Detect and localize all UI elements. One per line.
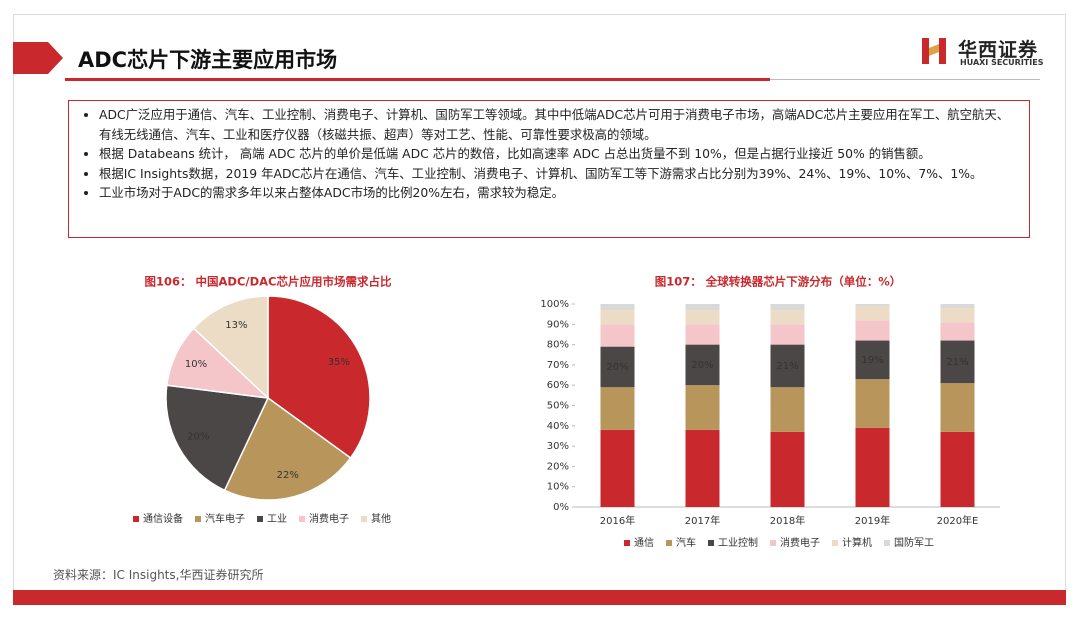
bar-segment xyxy=(940,322,975,341)
data-label: 21% xyxy=(776,361,798,372)
bar-segment xyxy=(770,344,805,388)
logo-mark xyxy=(922,38,946,64)
y-tick-label: 100% xyxy=(540,299,569,310)
slide-title: ADC芯片下游主要应用市场 xyxy=(78,48,338,72)
y-tick-label: 80% xyxy=(547,340,569,351)
bullet: ADC广泛应用于通信、汽车、工业控制、消费电子、计算机、国防军工等领域。其中中低… xyxy=(99,105,1017,144)
legend-label: 汽车电子 xyxy=(205,512,245,525)
legend-swatch xyxy=(195,516,201,522)
chart-title: 图106： 中国ADC/DAC芯片应用市场需求占比 xyxy=(145,275,392,289)
bar-segment xyxy=(685,429,720,507)
legend-swatch xyxy=(832,540,838,546)
y-tick-label: 60% xyxy=(547,380,569,391)
y-tick-label: 20% xyxy=(547,461,569,472)
footer-bar xyxy=(13,590,1066,605)
y-tick-label: 0% xyxy=(553,502,569,513)
data-label: 20% xyxy=(187,431,209,442)
legend-label: 消费电子 xyxy=(780,536,820,549)
pie-slice xyxy=(192,295,269,400)
bar-segment xyxy=(770,304,805,311)
data-label: 13% xyxy=(225,320,247,331)
bar-segment xyxy=(855,340,890,380)
legend-swatch xyxy=(361,516,367,522)
bullet: 根据 Databeans 统计， 高端 ADC 芯片的单价是低端 ADC 芯片的… xyxy=(99,144,1017,164)
legend-label: 通信 xyxy=(634,537,654,549)
legend-label: 通信设备 xyxy=(143,512,183,525)
bar-segment xyxy=(685,304,720,311)
source: 资料来源：IC Insights,华西证券研究所 xyxy=(53,568,264,582)
y-tick-label: 70% xyxy=(547,360,569,371)
bar-segment xyxy=(855,304,890,307)
chart-title: 图107： 全球转换器芯片下游分布（单位：%） xyxy=(655,275,902,289)
bar-segment xyxy=(770,387,805,432)
bar-segment xyxy=(940,304,975,309)
bar-segment xyxy=(940,340,975,384)
x-tick-label: 2016年 xyxy=(600,514,635,527)
bar-segment xyxy=(855,379,890,428)
bar-segment xyxy=(940,431,975,507)
x-tick-label: 2019年 xyxy=(855,514,890,527)
bullet: 工业市场对于ADC的需求多年以来占整体ADC市场的比例20%左右，需求较为稳定。 xyxy=(99,183,1017,203)
logo-text: 华西证券 xyxy=(958,39,1039,61)
bar-segment xyxy=(855,427,890,507)
bullet-box: ADC广泛应用于通信、汽车、工业控制、消费电子、计算机、国防军工等领域。其中中低… xyxy=(68,100,1030,238)
title-rule xyxy=(65,78,770,81)
bar-segment xyxy=(685,310,720,325)
legend-swatch xyxy=(133,516,139,522)
pie-slice xyxy=(267,295,371,460)
bar-segment xyxy=(600,429,635,507)
bar-segment xyxy=(685,324,720,345)
data-label: 19% xyxy=(861,355,883,366)
data-label: 10% xyxy=(185,359,207,370)
bar-segment xyxy=(770,324,805,345)
legend-label: 其他 xyxy=(371,512,391,525)
data-label: 20% xyxy=(691,360,713,371)
legend-label: 工业控制 xyxy=(718,536,758,549)
bar-segment xyxy=(940,308,975,323)
data-label: 35% xyxy=(328,357,350,368)
legend-swatch xyxy=(708,540,714,546)
bar-segment xyxy=(770,431,805,507)
legend-swatch xyxy=(770,540,776,546)
bar-segment xyxy=(770,310,805,325)
y-tick-label: 10% xyxy=(547,482,569,493)
x-tick-label: 2017年 xyxy=(685,514,720,527)
bullet-list: ADC广泛应用于通信、汽车、工业控制、消费电子、计算机、国防军工等领域。其中中低… xyxy=(81,105,1017,203)
data-label: 20% xyxy=(606,362,628,373)
y-tick-label: 50% xyxy=(547,401,569,412)
bullet: 根据IC Insights数据，2019 年ADC芯片在通信、汽车、工业控制、消… xyxy=(99,164,1017,184)
bar-segment xyxy=(855,306,890,321)
bar-segment xyxy=(600,387,635,430)
legend-swatch xyxy=(666,540,672,546)
legend-swatch xyxy=(257,516,263,522)
legend-swatch xyxy=(299,516,305,522)
bar-segment xyxy=(600,310,635,325)
bar-segment xyxy=(685,385,720,430)
legend-swatch xyxy=(884,540,890,546)
bar-segment xyxy=(600,304,635,311)
bar-segment xyxy=(685,344,720,386)
legend-label: 计算机 xyxy=(842,536,872,549)
legend-label: 消费电子 xyxy=(309,512,349,525)
legend-label: 汽车 xyxy=(676,536,696,549)
y-tick-label: 40% xyxy=(547,421,569,432)
y-tick-label: 90% xyxy=(547,319,569,330)
x-tick-label: 2020年E xyxy=(937,514,979,527)
bar-segment xyxy=(855,320,890,341)
bar-segment xyxy=(600,346,635,388)
y-tick-label: 30% xyxy=(547,441,569,452)
legend-label: 国防军工 xyxy=(894,536,934,549)
legend-label: 工业 xyxy=(267,513,287,525)
bar-segment xyxy=(600,324,635,347)
data-label: 22% xyxy=(277,470,299,481)
title-rule xyxy=(770,79,1040,80)
pie-slice xyxy=(165,384,270,492)
bar-segment xyxy=(940,383,975,432)
x-tick-label: 2018年 xyxy=(770,514,805,527)
data-label: 21% xyxy=(946,357,968,368)
logo-subtext: HUAXI SECURITIES xyxy=(960,58,1044,67)
legend-swatch xyxy=(624,540,630,546)
